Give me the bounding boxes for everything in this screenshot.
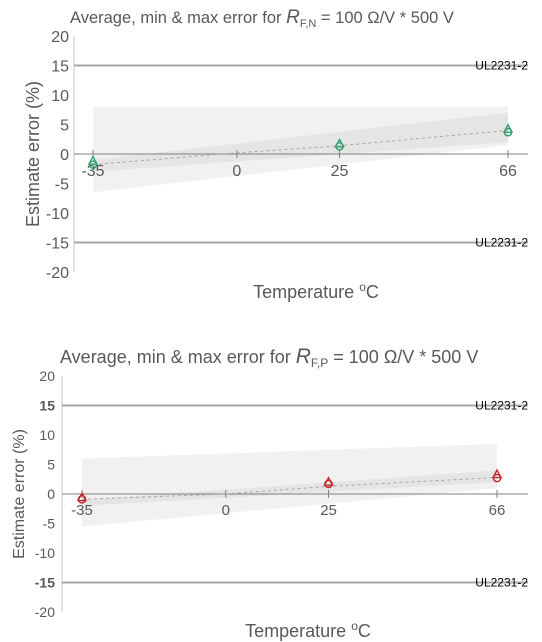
chart-2-y-tick-label: -20 xyxy=(35,604,55,620)
chart-2-y-tick-label: 10 xyxy=(39,427,55,443)
chart-2-title: Average, min & max error for RF,P = 100 … xyxy=(60,345,478,370)
chart-2-y-tick-label: 20 xyxy=(39,368,55,384)
chart-1-y-tick-label: -20 xyxy=(46,265,69,282)
chart-2-average-trendline xyxy=(81,476,498,500)
chart-2-x-axis-label: Temperature oC xyxy=(245,619,371,641)
chart-2-data-point-circle xyxy=(324,479,333,489)
chart-1-y-tick-label: -15 xyxy=(46,235,69,252)
chart-2-x-tick-label: 25 xyxy=(320,502,337,519)
chart-1-y-tick-label: 20 xyxy=(51,29,69,46)
chart-2-y-tick-label: -15 xyxy=(35,575,55,591)
chart-1-data-point-triangle xyxy=(87,155,99,165)
chart-1-x-tick-label: 25 xyxy=(331,163,349,180)
chart-1-average-trendline xyxy=(92,129,509,166)
chart-2-y-tick-label: 15 xyxy=(39,398,55,414)
chart-1-plot-area: UL2231-2 UL2231-2 20 15 10 5 0 -5 -10 -15 -20 -35… xyxy=(46,29,528,282)
chart-1-data-point-circle xyxy=(335,142,344,151)
chart-1-x-axis-label: Temperature oC xyxy=(253,280,379,302)
chart-1: Average, min & max error for RF,N = 100 … xyxy=(23,7,528,302)
chart-1-data-point-circle xyxy=(88,160,98,169)
chart-2-y-tick-label: 0 xyxy=(47,486,55,502)
chart-2-data-point-triangle xyxy=(491,468,503,479)
chart-1-minmax-band-inner xyxy=(93,112,508,172)
chart-2: Average, min & max error for RF,P = 100 … xyxy=(11,345,528,641)
chart-1-y-tick-label: 15 xyxy=(51,58,69,75)
chart-2-y-tick-label: -5 xyxy=(43,516,56,532)
chart-2-data-point-circle xyxy=(492,473,502,483)
chart-2-x-tick-label: -35 xyxy=(71,502,93,519)
chart-1-y-tick-label: -5 xyxy=(55,176,69,193)
chart-1-data-point-circle xyxy=(503,127,513,137)
chart-2-plot-area: UL2231-2 UL2231-2 20 15 10 5 0 -5 -10 -15 -20 -35… xyxy=(35,368,529,620)
chart-1-x-tick-label: -35 xyxy=(81,163,104,180)
chart-1-y-axis-label: Estimate error (%) xyxy=(23,81,43,227)
chart-2-limit-label-2: UL2231-2 xyxy=(475,576,528,590)
chart-2-data-point-circle xyxy=(77,495,87,504)
chart-2-limit-label-1: UL2231-2 xyxy=(475,399,528,413)
chart-1-title: Average, min & max error for RF,N = 100 … xyxy=(70,7,454,30)
chart-1-limit-label-1: UL2231-2 xyxy=(475,59,528,73)
chart-2-x-tick-label: 66 xyxy=(489,502,506,519)
chart-1-x-tick-label: 66 xyxy=(499,163,517,180)
chart-2-y-axis-label: Estimate error (%) xyxy=(11,429,28,559)
chart-2-minmax-band-inner xyxy=(82,470,497,506)
chart-1-y-tick-label: 10 xyxy=(51,88,69,105)
chart-2-x-tick-label: 0 xyxy=(222,502,230,519)
chart-1-y-tick-label: -10 xyxy=(46,206,69,223)
chart-2-y-tick-label: -10 xyxy=(35,545,55,561)
chart-1-x-tick-label: 0 xyxy=(232,163,241,180)
chart-1-y-tick-label: 5 xyxy=(60,117,69,134)
chart-1-y-tick-label: 0 xyxy=(60,147,69,164)
chart-1-limit-label-2: UL2231-2 xyxy=(475,236,528,250)
chart-2-y-tick-label: 5 xyxy=(47,457,55,473)
